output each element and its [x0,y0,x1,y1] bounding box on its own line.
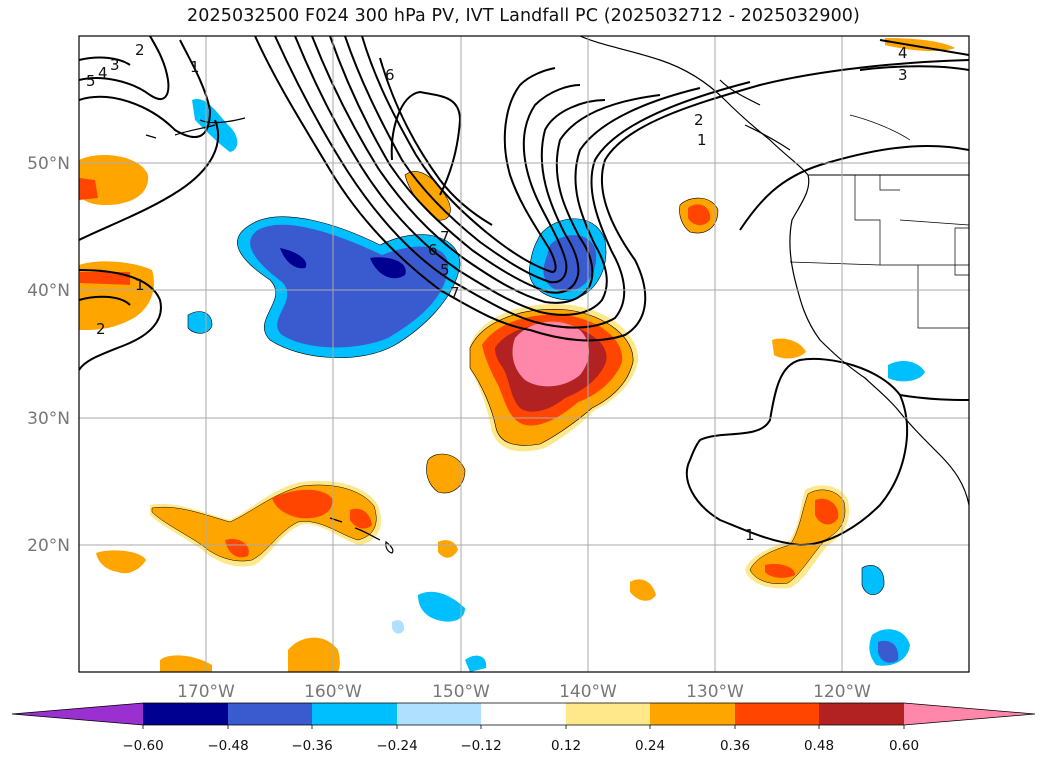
lon-label: 150°W [432,682,490,702]
lon-label: 170°W [177,682,235,702]
pv-label: 6 [385,66,395,84]
pv-label: 5 [440,261,450,279]
lon-label: 140°W [559,682,617,702]
colorbar: −0.60 −0.48 −0.36 −0.24 −0.12 0.12 0.24 … [11,702,1036,754]
pv-contours [79,36,969,547]
pv-label: 1 [190,58,200,76]
lon-label: 160°W [304,682,362,702]
colorbar-tick: −0.36 [291,738,332,754]
latitude-labels: 50°N 40°N 30°N 20°N [27,154,70,556]
map-gridlines [79,36,969,672]
colorbar-tick: −0.24 [376,738,417,754]
pv-label: 2 [96,320,106,338]
colorbar-extend-low [12,703,143,725]
pv-label: 4 [898,44,908,62]
colorbar-tick: 0.60 [889,738,919,754]
colorbar-segment [566,703,650,725]
pv-label: 4 [98,64,108,82]
pv-label: 2 [135,41,145,59]
colorbar-tick: −0.12 [460,738,501,754]
colorbar-tick: −0.60 [122,738,163,754]
colorbar-segment [650,703,735,725]
pv-label: 7 [440,228,450,246]
pv-label: 3 [898,66,908,84]
pv-label: 1 [697,131,707,149]
pv-label: 1 [745,526,755,544]
lon-label: 120°W [813,682,871,702]
map-border [78,35,970,673]
colorbar-segment [312,703,397,725]
lat-label: 50°N [27,154,70,174]
map-title: 2025032500 F024 300 hPa PV, IVT Landfall… [187,6,860,26]
colorbar-tick: 0.48 [804,738,834,754]
coastlines [145,36,969,554]
lat-label: 30°N [27,409,70,429]
colorbar-extend-high [904,703,1035,725]
colorbar-segment [819,703,904,725]
pv-label: 7 [450,284,460,302]
colorbar-tick: 0.12 [551,738,581,754]
ivt-negative-anomaly-central [237,216,461,359]
pv-label: 5 [86,72,96,90]
colorbar-tick: 0.24 [635,738,665,754]
pv-label: 3 [110,56,120,74]
colorbar-segment [735,703,819,725]
colorbar-segment [228,703,312,725]
pv-contour-labels: 2 3 4 5 1 6 7 1 2 3 4 2 1 6 5 7 1 [86,41,908,544]
colorbar-segment [481,703,566,725]
colorbar-tick: 0.36 [720,738,750,754]
lat-label: 20°N [27,536,70,556]
colorbar-segment [397,703,481,725]
pv-label: 1 [135,276,145,294]
lat-label: 40°N [27,281,70,301]
colorbar-tick: −0.48 [207,738,248,754]
pv-label: 2 [694,111,704,129]
lon-label: 130°W [686,682,744,702]
colorbar-segment [143,703,228,725]
pv-label: 6 [428,241,438,259]
longitude-labels: 170°W 160°W 150°W 140°W 130°W 120°W [177,682,871,702]
